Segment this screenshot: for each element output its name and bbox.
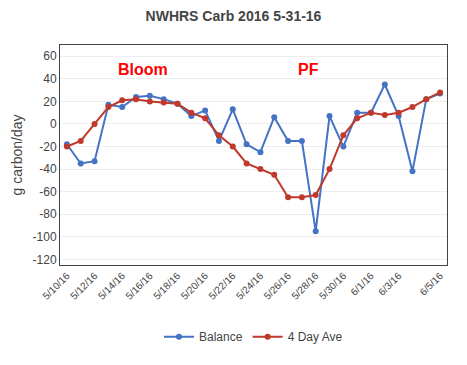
svg-text:5/30/16: 5/30/16 [317,270,349,302]
svg-text:5/16/16: 5/16/16 [123,270,155,302]
svg-text:5/22/16: 5/22/16 [206,270,238,302]
svg-text:5/12/16: 5/12/16 [68,270,100,302]
svg-text:60: 60 [43,49,57,63]
svg-text:5/20/16: 5/20/16 [179,270,211,302]
svg-text:-120: -120 [33,253,57,267]
svg-text:-100: -100 [33,230,57,244]
svg-text:-60: -60 [39,185,57,199]
svg-text:5/14/16: 5/14/16 [96,270,128,302]
svg-text:5/10/16: 5/10/16 [40,270,72,302]
svg-text:6/1/16: 6/1/16 [348,270,376,298]
svg-text:6/5/16: 6/5/16 [418,270,446,298]
svg-text:Balance: Balance [199,330,243,344]
svg-text:5/18/16: 5/18/16 [151,270,183,302]
svg-text:-20: -20 [39,140,57,154]
svg-text:6/3/16: 6/3/16 [376,270,404,298]
svg-text:-80: -80 [39,207,57,221]
svg-text:5/24/16: 5/24/16 [234,270,266,302]
svg-text:40: 40 [43,72,57,86]
svg-text:0: 0 [50,117,57,131]
svg-text:5/26/16: 5/26/16 [262,270,294,302]
svg-text:5/28/16: 5/28/16 [289,270,321,302]
svg-text:PF: PF [298,61,319,78]
svg-text:NWHRS Carb 2016 5-31-16: NWHRS Carb 2016 5-31-16 [146,8,322,24]
svg-text:g carbon/day: g carbon/day [9,115,25,196]
svg-text:-40: -40 [39,162,57,176]
svg-text:20: 20 [43,95,57,109]
svg-text:4 Day Ave: 4 Day Ave [288,330,343,344]
svg-text:Bloom: Bloom [118,61,168,78]
